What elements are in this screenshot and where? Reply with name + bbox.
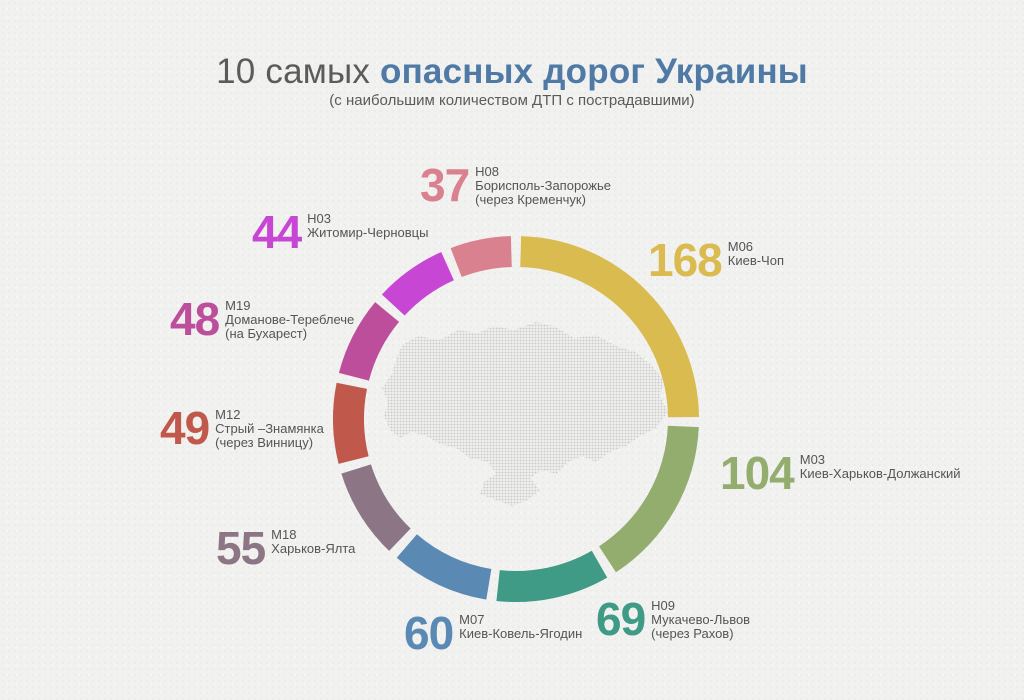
road-code: Н08 [475,164,500,179]
segment-label-Н09: 69 Н09 Мукачево-Львов (через Рахов) [596,593,750,645]
chart-title: 10 самых опасных дорог Украины [0,52,1024,92]
road-name: Житомир-Черновцы [307,225,429,240]
road-name: Борисполь-Запорожье [475,178,611,193]
road-code: М19 [225,298,251,313]
segment-text: М06 Киев-Чоп [728,238,784,268]
donut-segment-Н09 [496,550,608,603]
donut-segment-М19 [338,302,400,381]
road-name: Мукачево-Львов [651,612,751,627]
segment-value: 168 [648,234,723,286]
chart-subtitle: (с наибольшим количеством ДТП с пострада… [329,92,695,109]
road-name: Харьков-Ялта [271,541,356,556]
road-code: М06 [727,239,754,254]
ukraine-map-shape [382,322,668,506]
segment-text: Н08 Борисполь-Запорожье (через Кременчук) [475,163,611,207]
segment-text: Н03 Житомир-Черновцы [307,210,428,240]
segment-value: 69 [596,593,646,645]
segment-label-Н03: 44 Н03 Житомир-Черновцы [252,206,428,258]
road-code: М03 [799,452,826,467]
donut-segment-М07 [396,534,492,600]
road-code: М18 [271,527,297,542]
road-name: Киев-Ковель-Ягодин [459,626,583,641]
donut-segment-Н03 [381,251,454,316]
donut-segment-М18 [341,464,411,551]
title-part-plain: 10 самых [216,52,380,91]
segment-value: 48 [170,293,220,345]
segment-value: 60 [404,607,454,659]
road-name: Киев-Харьков-Должанский [799,466,961,481]
segment-value: 55 [216,522,266,574]
road-code: Н09 [651,598,676,613]
donut-segment-М12 [332,382,369,464]
road-code: Н03 [307,211,332,226]
road-name: Стрый –Знамянка [215,421,324,436]
segment-text: М03 Киев-Харьков-Должанский [800,451,961,481]
segment-value: 44 [252,206,302,258]
segment-label-М19: 48 М19 Доманове-Тереблече (на Бухарест) [170,293,354,345]
segment-text: М19 Доманове-Тереблече (на Бухарест) [225,297,354,341]
segment-text: Н09 Мукачево-Львов (через Рахов) [651,597,750,641]
segment-label-М07: 60 М07 Киев-Ковель-Ягодин [404,607,582,659]
donut-segment-Н08 [450,236,512,278]
segment-label-М03: 104 М03 Киев-Харьков-Должанский [720,447,961,499]
road-note: (на Бухарест) [225,326,308,341]
road-name: Доманове-Тереблече [225,312,355,327]
segment-label-М06: 168 М06 Киев-Чоп [648,234,784,286]
road-code: М12 [215,407,241,422]
donut-segment-М06 [520,236,699,418]
segment-text: М12 Стрый –Знамянка (через Винницу) [215,406,324,450]
title-part-highlight: опасных дорог Украины [380,52,808,91]
road-note: (через Рахов) [651,626,734,641]
segment-value: 37 [420,159,470,211]
segment-text: М07 Киев-Ковель-Ягодин [459,611,582,641]
donut-segments [332,236,699,603]
road-name: Киев-Чоп [727,253,784,268]
segment-text: М18 Харьков-Ялта [271,526,355,556]
segment-label-М12: 49 М12 Стрый –Знамянка (через Винницу) [160,402,324,454]
segment-value: 49 [160,402,210,454]
donut-segment-М03 [599,425,699,573]
segment-label-Н08: 37 Н08 Борисполь-Запорожье (через Кременчук… [420,159,611,211]
segment-value: 104 [720,447,795,499]
road-code: М07 [459,612,485,627]
ukraine-map-dotted [382,322,668,506]
road-note: (через Винницу) [215,435,314,450]
segment-label-М18: 55 М18 Харьков-Ялта [216,522,355,574]
road-note: (через Кременчук) [475,192,586,207]
